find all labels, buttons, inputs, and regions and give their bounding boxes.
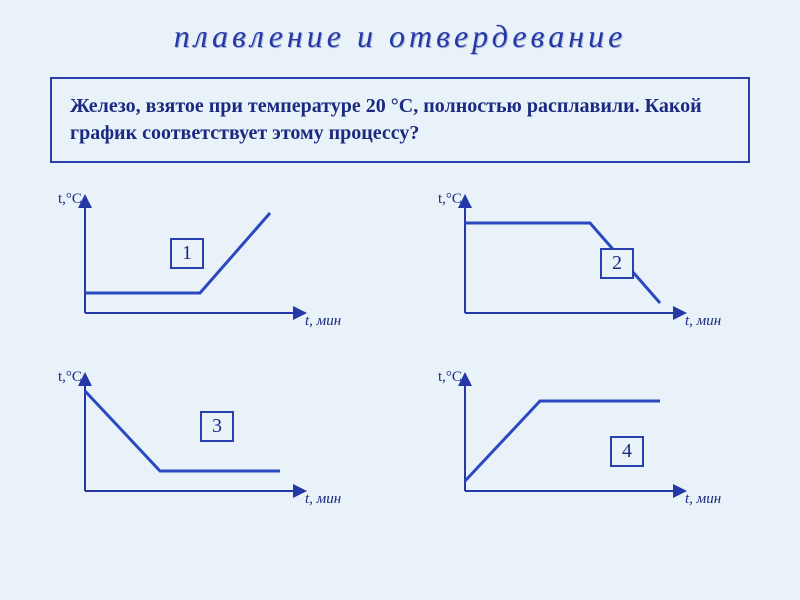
chart-1-xlabel: t, мин xyxy=(305,313,341,330)
chart-1: t,°С 1 t, мин xyxy=(40,183,370,343)
chart-1-label: 1 xyxy=(170,238,204,269)
chart-4: t,°С 4 t, мин xyxy=(420,361,750,521)
page-title: плавление и отвердевание xyxy=(0,0,800,55)
chart-4-label: 4 xyxy=(610,436,644,467)
chart-3-xlabel: t, мин xyxy=(305,491,341,508)
chart-2: t,°С 2 t, мин xyxy=(420,183,750,343)
chart-4-xlabel: t, мин xyxy=(685,491,721,508)
question-box: Железо, взятое при температуре 20 °С, по… xyxy=(50,77,750,163)
chart-3-label: 3 xyxy=(200,411,234,442)
chart-2-xlabel: t, мин xyxy=(685,313,721,330)
chart-3: t,°С 3 t, мин xyxy=(40,361,370,521)
charts-grid: t,°С 1 t, мин t,°С xyxy=(40,183,760,521)
chart-3-line xyxy=(85,391,280,471)
chart-2-label: 2 xyxy=(600,248,634,279)
